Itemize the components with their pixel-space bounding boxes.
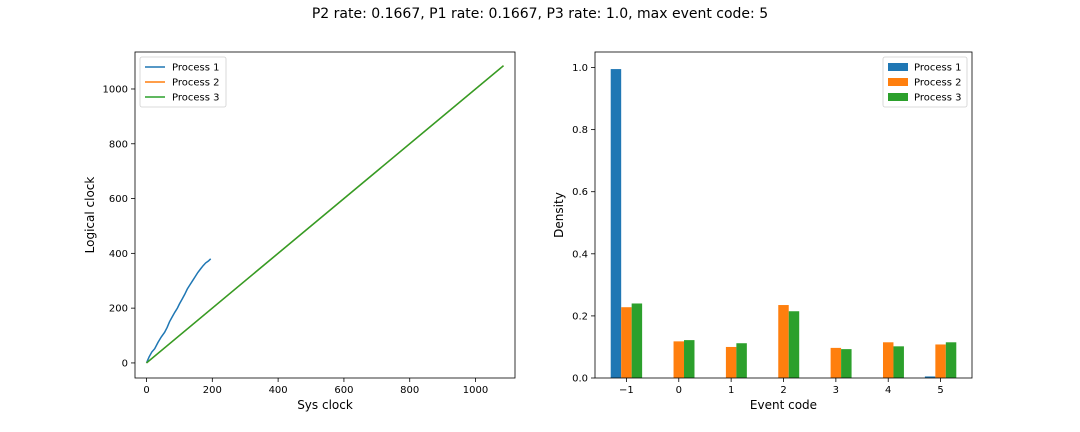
x-tick-label: 800 — [400, 385, 419, 396]
legend-swatch — [888, 78, 908, 86]
bar-1-0 — [610, 69, 622, 379]
bar-3-4 — [841, 349, 852, 378]
x-tick-label: 3 — [833, 385, 839, 396]
y-tick-label: 0 — [122, 358, 128, 369]
bar-chart: −1 0 1 2 3 4 5 0.0 0.2 0.4 0.6 0.8 1.0 Event code Dens… — [552, 51, 973, 412]
bar-2-5 — [882, 342, 894, 378]
y-tick-label: 400 — [109, 249, 128, 260]
x-tick-label: 400 — [269, 385, 288, 396]
legend-label: Process 3 — [172, 93, 219, 104]
bar-3-3 — [788, 311, 800, 378]
y-tick-label: 800 — [109, 139, 128, 150]
y-tick-label: 0.0 — [572, 374, 588, 385]
x-tick-label: 5 — [937, 385, 943, 396]
bar-3-1 — [684, 340, 695, 378]
bar-2-2 — [725, 346, 737, 378]
legend-label: Process 2 — [914, 78, 961, 89]
bar-2-0 — [621, 307, 632, 378]
x-tick-label: 1000 — [463, 385, 488, 396]
bar-3-5 — [893, 346, 904, 378]
bar-3-2 — [736, 343, 747, 378]
x-tick-label: 0 — [676, 385, 682, 396]
legend-label: Process 2 — [172, 78, 219, 89]
figure-suptitle: P2 rate: 0.1667, P1 rate: 0.1667, P3 rat… — [311, 6, 769, 22]
y-axis-label: Density — [552, 192, 566, 238]
x-tick-label: 2 — [780, 385, 786, 396]
legend-label: Process 3 — [914, 93, 961, 104]
line-chart: 0 200 400 600 800 1000 0 200 400 600 800 1000 Sys cl… — [83, 51, 516, 412]
y-tick-label: 1000 — [103, 84, 128, 95]
y-tick-label: 600 — [109, 194, 128, 205]
bar-2-6 — [935, 344, 946, 378]
y-tick-label: 1.0 — [572, 63, 588, 74]
x-tick-label: 200 — [203, 385, 222, 396]
x-tick-label: 600 — [334, 385, 353, 396]
series-line-1 — [145, 258, 212, 364]
x-tick-label: −1 — [619, 385, 634, 396]
x-tick-label: 1 — [728, 385, 734, 396]
y-tick-label: 0.4 — [572, 249, 588, 260]
y-tick-label: 0.8 — [572, 125, 588, 136]
bar-3-6 — [945, 342, 957, 378]
y-tick-label: 0.2 — [572, 311, 588, 322]
y-tick-label: 200 — [109, 304, 128, 315]
bar-2-1 — [673, 341, 685, 378]
bar-2-3 — [778, 305, 789, 378]
legend-label: Process 1 — [172, 63, 219, 74]
y-tick-label: 0.6 — [572, 187, 588, 198]
x-tick-label: 0 — [143, 385, 149, 396]
legend-label: Process 1 — [914, 63, 961, 74]
bar-3-0 — [631, 303, 643, 378]
bar-2-4 — [830, 347, 842, 378]
series-line-3 — [146, 65, 504, 364]
legend-swatch — [888, 93, 908, 101]
y-axis-label: Logical clock — [83, 177, 97, 254]
bar-1-6 — [924, 376, 936, 378]
x-tick-label: 4 — [885, 385, 891, 396]
legend-swatch — [888, 63, 908, 71]
x-axis-label: Sys clock — [297, 398, 353, 412]
x-axis-label: Event code — [750, 398, 817, 412]
legend-box — [139, 56, 227, 108]
